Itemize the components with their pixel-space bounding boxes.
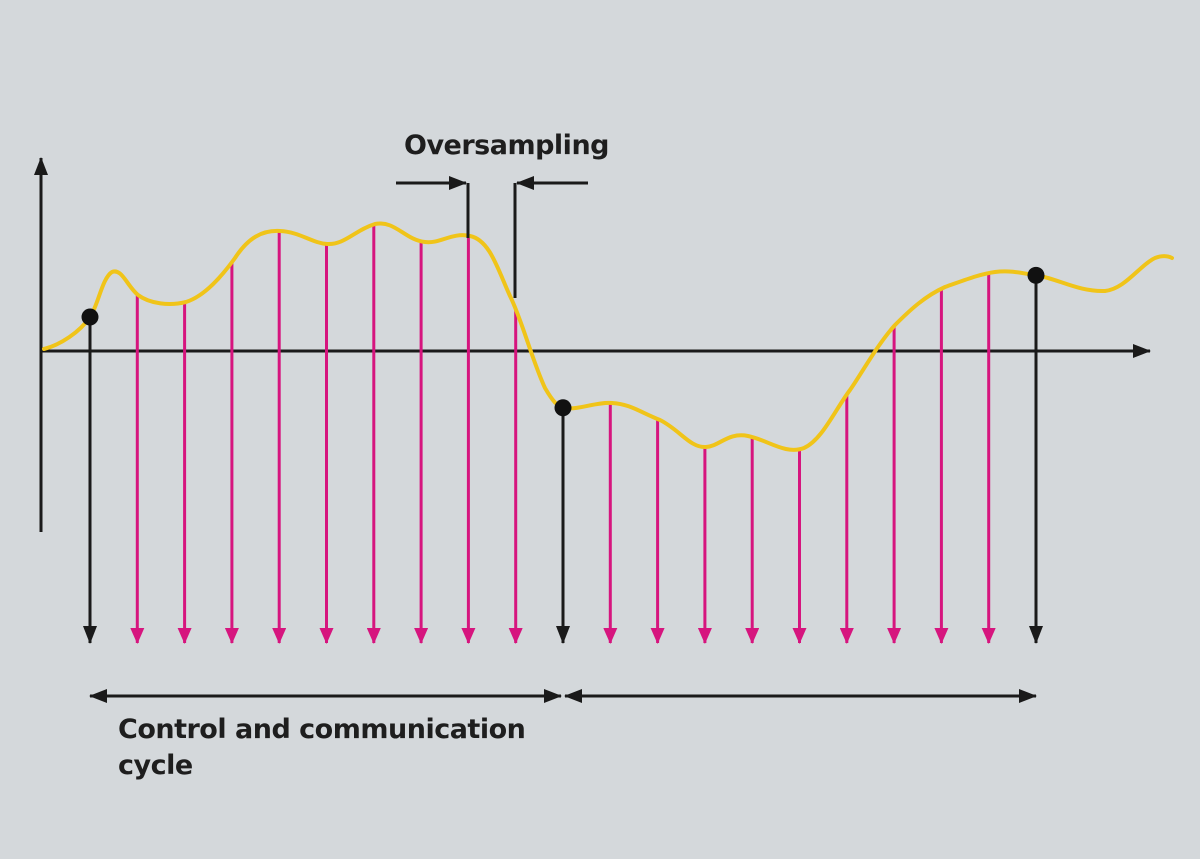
sample-arrows xyxy=(83,224,1043,644)
signal-curve xyxy=(42,221,1174,452)
cycle-label-line2: cycle xyxy=(118,750,193,781)
cycle-label: Control and communication cycle xyxy=(118,712,526,784)
cycle-label-line1: Control and communication xyxy=(118,714,526,745)
cycle-sample-dots xyxy=(81,266,1045,417)
oversampling-label: Oversampling xyxy=(404,130,610,161)
cycle-sample-dot xyxy=(554,399,572,417)
cycle-sample-dot xyxy=(81,308,99,326)
cycle-sample-dot xyxy=(1027,266,1045,284)
